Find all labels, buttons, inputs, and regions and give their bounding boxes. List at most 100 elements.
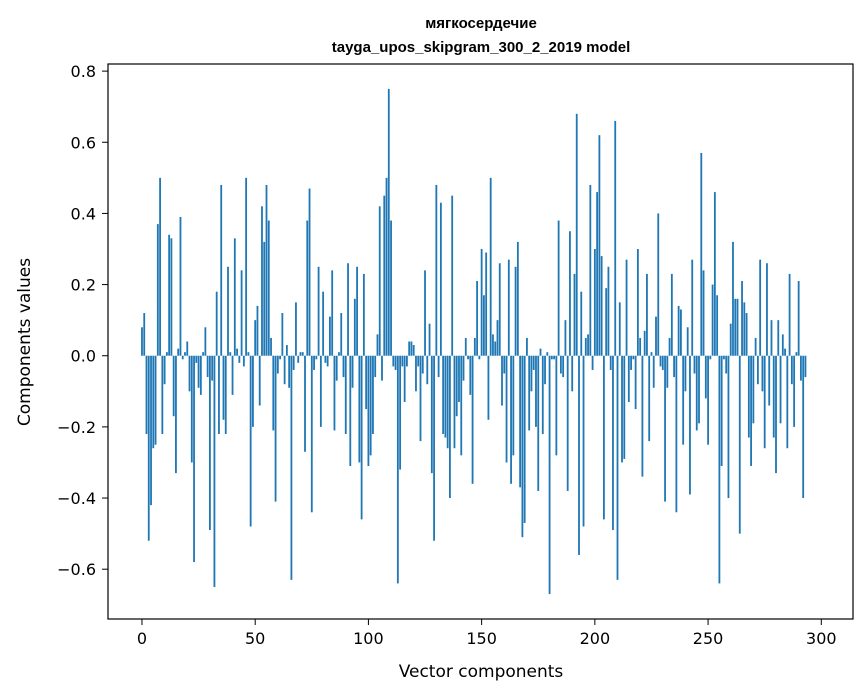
bar-285 — [786, 355, 789, 449]
bar-231 — [664, 355, 666, 502]
bar-283 — [781, 334, 784, 356]
bar-58 — [272, 355, 275, 431]
bar-278 — [770, 320, 773, 356]
x-tick-label: 100 — [353, 629, 384, 648]
bar-250 — [707, 355, 709, 445]
bar-51 — [256, 305, 259, 356]
bar-198 — [589, 184, 592, 356]
bar-37 — [224, 355, 227, 434]
bar-167 — [519, 355, 522, 488]
bar-179 — [546, 352, 549, 356]
bar-129 — [433, 355, 435, 541]
bar-21 — [188, 355, 191, 392]
bar-30 — [208, 355, 211, 531]
bar-209 — [614, 120, 617, 356]
bar-252 — [711, 284, 714, 356]
y-tick-label: −0.4 — [57, 489, 96, 508]
bar-191 — [573, 273, 576, 356]
bar-74 — [308, 188, 311, 356]
bar-86 — [335, 355, 338, 381]
bar-242 — [689, 355, 691, 495]
bar-17 — [179, 216, 182, 356]
bar-19 — [184, 352, 186, 356]
bar-40 — [231, 355, 234, 395]
bar-104 — [376, 334, 379, 356]
bar-143 — [464, 337, 467, 356]
x-axis: 0 50 100 150 200 250 300 — [137, 619, 837, 648]
bar-249 — [704, 355, 707, 399]
bar-80 — [322, 291, 325, 356]
bar-240 — [684, 355, 687, 392]
bar-157 — [496, 320, 499, 356]
bar-253 — [713, 192, 716, 356]
bar-185 — [559, 355, 562, 374]
y-tick-label: −0.2 — [57, 418, 96, 437]
bar-49 — [252, 355, 254, 427]
bar-23 — [193, 355, 195, 563]
bar-281 — [777, 320, 780, 356]
bar-27 — [202, 352, 205, 356]
bar-152 — [485, 252, 488, 356]
bar-163 — [510, 355, 512, 484]
bar-289 — [795, 352, 798, 356]
bar-212 — [621, 355, 623, 463]
bar-188 — [566, 355, 569, 491]
bar-195 — [582, 355, 585, 527]
bar-55 — [265, 184, 268, 356]
bar-99 — [365, 355, 368, 410]
bar-293 — [804, 355, 807, 378]
bar-268 — [747, 355, 750, 438]
bar-245 — [695, 355, 698, 431]
bar-272 — [756, 355, 759, 385]
bar-4 — [150, 355, 152, 506]
bar-227 — [655, 316, 657, 356]
bar-1 — [143, 313, 146, 356]
bar-3 — [147, 355, 150, 541]
x-tick-label: 50 — [245, 629, 265, 648]
bar-287 — [790, 355, 793, 385]
y-axis: −0.6 −0.4 −0.2 0.0 0.2 0.4 0.6 0.8 — [57, 62, 108, 579]
bar-97 — [360, 355, 363, 520]
bar-172 — [530, 355, 533, 392]
bar-144 — [467, 355, 469, 360]
bar-187 — [564, 320, 567, 356]
bar-233 — [668, 337, 671, 356]
bar-259 — [727, 355, 730, 499]
bar-230 — [661, 355, 664, 370]
bar-236 — [675, 355, 678, 513]
bar-115 — [401, 355, 404, 367]
bar-204 — [603, 355, 605, 520]
bar-15 — [175, 355, 177, 474]
bar-25 — [197, 355, 200, 388]
bar-90 — [344, 355, 347, 434]
bar-135 — [446, 355, 449, 449]
bar-177 — [541, 355, 544, 434]
bar-61 — [279, 355, 281, 360]
bar-38 — [227, 266, 229, 356]
bar-265 — [741, 281, 743, 356]
bar-134 — [444, 355, 447, 438]
x-tick-label: 150 — [466, 629, 497, 648]
bar-149 — [478, 355, 481, 360]
bar-222 — [643, 330, 646, 356]
bar-266 — [743, 302, 746, 356]
bar-258 — [725, 355, 728, 374]
bar-262 — [734, 298, 737, 356]
bar-94 — [353, 298, 356, 356]
bar-154 — [489, 177, 492, 356]
bar-282 — [779, 355, 782, 424]
bar-95 — [356, 266, 358, 356]
bar-243 — [691, 259, 694, 356]
bar-211 — [618, 302, 621, 356]
bar-223 — [646, 273, 648, 356]
bar-33 — [215, 291, 218, 356]
bar-183 — [555, 355, 558, 456]
bar-207 — [609, 355, 612, 370]
bar-64 — [285, 345, 288, 356]
bar-247 — [700, 152, 703, 356]
bar-217 — [632, 355, 635, 360]
bar-255 — [718, 355, 721, 584]
bar-66 — [290, 355, 293, 580]
bar-102 — [372, 355, 374, 434]
bar-136 — [449, 355, 451, 499]
